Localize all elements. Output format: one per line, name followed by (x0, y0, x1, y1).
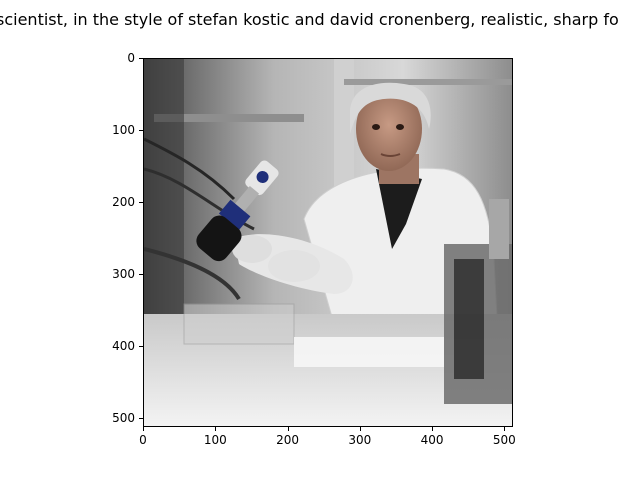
x-tick-mark (504, 427, 506, 431)
y-tick-label: 100 (112, 123, 135, 138)
scientist-face (356, 87, 422, 171)
x-tick-mark (287, 427, 289, 431)
grey-hair (349, 82, 431, 134)
gloved-hand-right (268, 250, 320, 282)
x-tick-label: 300 (348, 433, 372, 447)
y-tick-label: 300 (112, 267, 135, 282)
figure-title: scientist, in the style of stefan kostic… (0, 0, 640, 40)
glass-tray (183, 303, 295, 345)
x-tick-label: 0 (139, 433, 147, 447)
y-tick-mark (139, 274, 143, 276)
lab-device (196, 160, 279, 262)
y-tick-label: 500 (112, 411, 135, 426)
x-tick-label: 100 (203, 433, 227, 447)
y-tick-mark (139, 346, 143, 348)
figure-title-text: scientist, in the style of stefan kostic… (0, 10, 619, 29)
y-tick-label: 200 (112, 195, 135, 210)
x-tick-mark (215, 427, 217, 431)
scientist-image (144, 59, 512, 426)
gloved-hand-left (232, 235, 272, 263)
y-axis-ticks (96, 50, 140, 440)
image-axes (143, 58, 513, 427)
y-tick-mark (139, 130, 143, 132)
x-tick-mark (359, 427, 361, 431)
y-tick-mark (139, 418, 143, 420)
x-tick-label: 200 (276, 433, 299, 447)
y-tick-mark (139, 202, 143, 204)
y-tick-label: 400 (112, 339, 135, 354)
x-tick-label: 500 (492, 433, 516, 447)
dark-shirt (376, 169, 422, 249)
x-tick-mark (432, 427, 434, 431)
x-tick-mark (143, 427, 144, 431)
y-tick-mark (139, 58, 143, 59)
x-tick-label: 400 (420, 433, 444, 447)
x-axis-ticks (120, 430, 540, 450)
y-tick-label: 0 (127, 51, 135, 65)
